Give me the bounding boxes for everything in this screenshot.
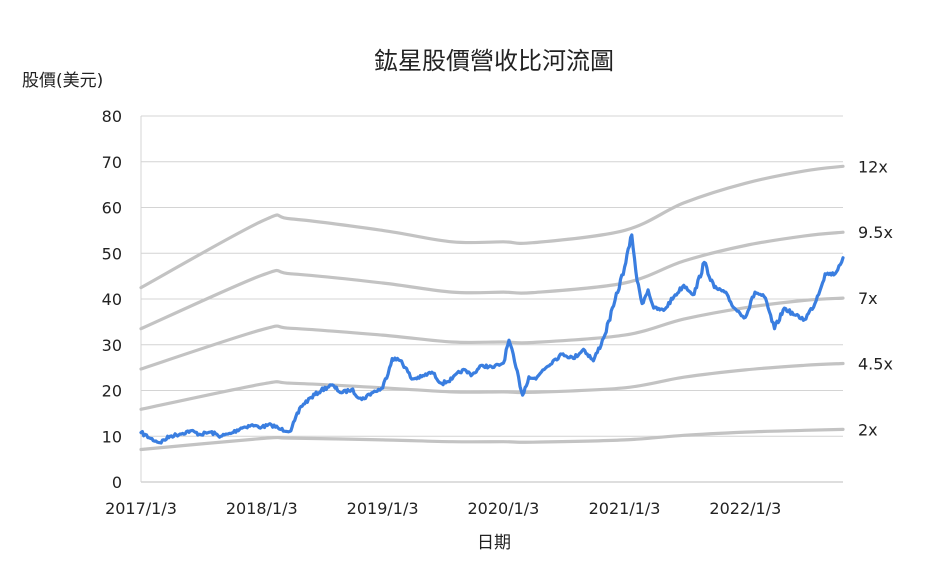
x-axis-label: 日期 [477, 533, 511, 553]
x-tick-label: 2021/1/3 [589, 499, 661, 518]
y-tick-label: 40 [102, 290, 122, 309]
band-line-12x [139, 164, 845, 290]
y-axis-label: 股價(美元) [22, 71, 103, 91]
band-label-2x: 2x [858, 420, 878, 439]
y-tick-label: 0 [112, 473, 122, 492]
price-line [139, 233, 845, 445]
band-line-9.5x [139, 230, 845, 331]
y-tick-label: 80 [102, 107, 122, 126]
y-tick-labels: 0 10 20 30 40 50 60 70 80 [102, 107, 122, 492]
pe-bands [139, 164, 845, 452]
band-label-4.5x: 4.5x [858, 355, 893, 374]
gridlines [140, 115, 843, 483]
x-tick-label: 2018/1/3 [226, 499, 298, 518]
x-tick-label: 2019/1/3 [347, 499, 419, 518]
band-label-7x: 7x [858, 289, 878, 308]
price-series [139, 233, 845, 445]
y-tick-label: 50 [102, 244, 122, 263]
band-label-9.5x: 9.5x [858, 223, 893, 242]
band-line-7x [139, 296, 845, 371]
x-tick-labels: 2017/1/3 2018/1/3 2019/1/3 2020/1/3 2021/1/3… [105, 499, 781, 518]
x-tick-label: 2020/1/3 [467, 499, 539, 518]
y-tick-label: 60 [102, 199, 122, 218]
y-tick-label: 20 [102, 382, 122, 401]
band-line-4.5x [139, 361, 845, 411]
chart-title: 鈜星股價營收比河流圖 [374, 47, 614, 75]
band-labels: 12x 9.5x 7x 4.5x 2x [858, 157, 893, 439]
y-tick-label: 30 [102, 336, 122, 355]
x-tick-label: 2017/1/3 [105, 499, 177, 518]
band-line-2x [139, 427, 845, 452]
x-tick-label: 2022/1/3 [709, 499, 781, 518]
y-tick-label: 70 [102, 153, 122, 172]
band-label-12x: 12x [858, 157, 888, 176]
y-tick-label: 10 [102, 427, 122, 446]
